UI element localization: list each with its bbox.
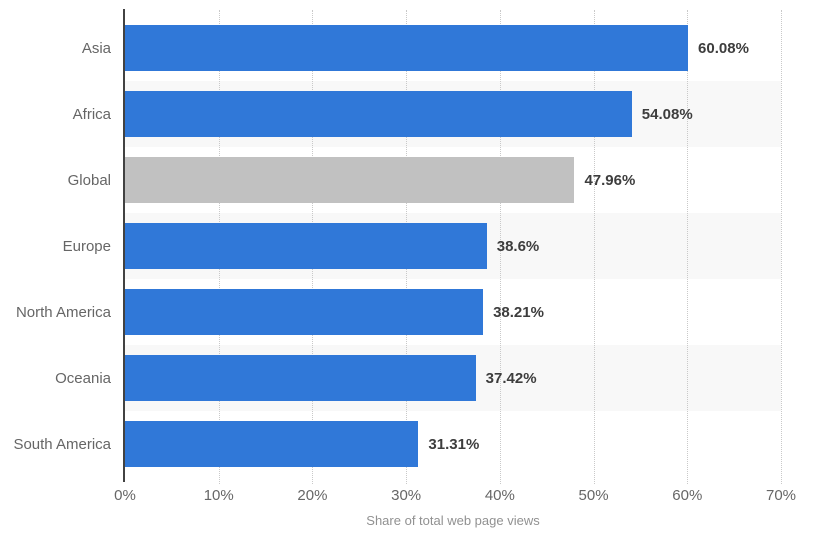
category-label-north-america: North America: [15, 303, 111, 321]
x-tick-10: 10%: [203, 487, 234, 504]
value-label-europe: 38.6%: [496, 237, 540, 255]
x-tick-50: 50%: [578, 487, 609, 504]
bar-north-america[interactable]: [125, 289, 484, 335]
value-label-south-america: 31.31%: [428, 435, 480, 453]
x-tick-0: 0%: [114, 487, 136, 504]
bar-europe[interactable]: [125, 223, 487, 269]
category-label-oceania: Oceania: [55, 369, 111, 387]
value-label-oceania: 37.42%: [485, 369, 537, 387]
category-label-asia: Asia: [81, 39, 111, 57]
x-tick-60: 60%: [672, 487, 703, 504]
x-tick-40: 40%: [484, 487, 515, 504]
bar-asia[interactable]: [125, 25, 689, 71]
category-axis: Asia Africa Global Europe North America …: [0, 15, 125, 477]
value-label-global: 47.96%: [584, 171, 636, 189]
y-axis-line: [123, 9, 125, 482]
value-label-africa: 54.08%: [641, 105, 693, 123]
category-label-africa: Africa: [72, 105, 111, 123]
chart-row-global: 47.96%: [125, 147, 781, 213]
bar-global[interactable]: [125, 157, 575, 203]
chart-row-north-america: 38.21%: [125, 279, 781, 345]
category-label-south-america: South America: [13, 435, 111, 453]
chart-row-south-america: 31.31%: [125, 411, 781, 477]
x-tick-70: 70%: [765, 487, 797, 504]
bar-south-america[interactable]: [125, 421, 419, 467]
chart-row-oceania: 37.42%: [125, 345, 781, 411]
category-label-global: Global: [67, 171, 111, 189]
value-label-asia: 60.08%: [698, 39, 749, 57]
x-tick-30: 30%: [391, 487, 422, 504]
chart-row-africa: 54.08%: [125, 81, 781, 147]
gridline-70: [781, 10, 782, 484]
chart-row-asia: 60.08%: [125, 15, 781, 81]
category-label-europe: Europe: [62, 237, 111, 255]
bar-oceania[interactable]: [125, 355, 476, 401]
x-axis-title: Share of total web page views: [366, 513, 540, 528]
chart-row-europe: 38.6%: [125, 213, 781, 279]
bar-africa[interactable]: [125, 91, 632, 137]
value-label-north-america: 38.21%: [493, 303, 544, 321]
x-tick-20: 20%: [297, 487, 328, 504]
chart-body: Asia Africa Global Europe North America …: [0, 9, 782, 484]
x-axis: 0% 10% 20% 30% 40% 50% 60% 70%: [114, 487, 796, 509]
plot-area: 60.08% 54.08% 47.96% 38.6% 38.21% 37.42%: [123, 9, 782, 484]
